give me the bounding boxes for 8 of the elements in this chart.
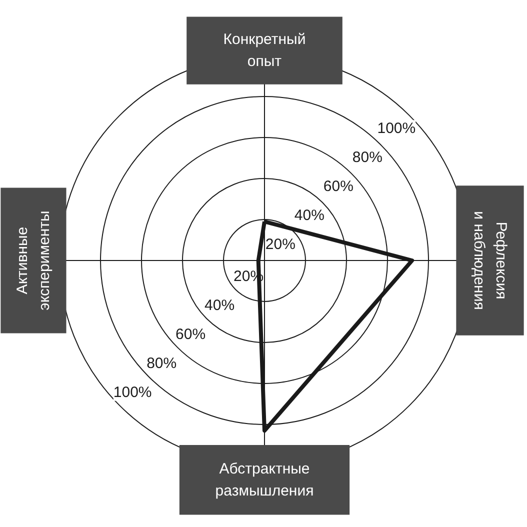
text: 80%: [146, 354, 177, 372]
text: 60%: [176, 326, 206, 343]
spoke-label: Конкретный опыт: [223, 31, 306, 70]
spoke-label: Рефлексия и наблюдения: [470, 211, 510, 310]
spoke-label: Абстрактные размышления: [215, 460, 314, 500]
text: 40%: [204, 296, 235, 314]
spoke-label: Активные эксперименты: [14, 210, 54, 310]
text: 100%: [113, 384, 152, 401]
